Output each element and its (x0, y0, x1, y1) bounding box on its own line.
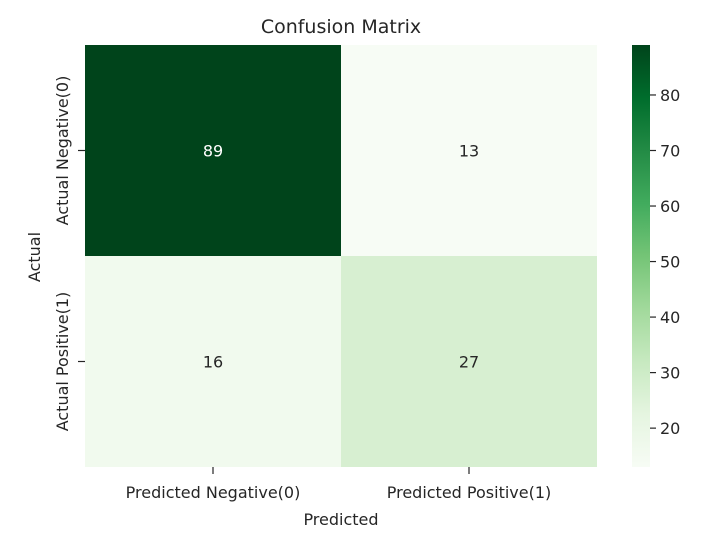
colorbar-tick-label: 20 (660, 419, 680, 438)
y-tick-label: Actual Negative(0) (53, 76, 72, 226)
cell-value-label: 27 (459, 353, 479, 372)
colorbar-gradient (632, 45, 650, 467)
colorbar-tick-label: 70 (660, 142, 680, 161)
colorbar-tick-label: 30 (660, 364, 680, 383)
y-axis-ticks: Actual Negative(0) Actual Positive(1) (53, 76, 85, 432)
y-tick-label: Actual Positive(1) (53, 292, 72, 432)
colorbar: 20 30 40 50 60 70 80 (632, 45, 680, 467)
y-axis-label: Actual (25, 232, 44, 282)
cell-value-label: 16 (203, 353, 223, 372)
x-axis-label: Predicted (303, 510, 378, 529)
chart-title: Confusion Matrix (261, 16, 421, 38)
x-tick-label: Predicted Negative(0) (126, 483, 301, 502)
colorbar-tick-label: 80 (660, 86, 680, 105)
cell-value-label: 13 (459, 142, 479, 161)
colorbar-tick-label: 60 (660, 197, 680, 216)
cell-value-label: 89 (203, 142, 223, 161)
heatmap-cell (341, 256, 597, 467)
heatmap-cell (85, 45, 341, 256)
heatmap-cells: 89 13 16 27 (85, 45, 597, 467)
heatmap-cell (85, 256, 341, 467)
colorbar-tick-label: 40 (660, 308, 680, 327)
heatmap-cell (341, 45, 597, 256)
colorbar-tick-label: 50 (660, 253, 680, 272)
x-axis-ticks: Predicted Negative(0) Predicted Positive(… (126, 467, 552, 502)
colorbar-ticks: 20 30 40 50 60 70 80 (650, 86, 680, 438)
x-tick-label: Predicted Positive(1) (387, 483, 552, 502)
